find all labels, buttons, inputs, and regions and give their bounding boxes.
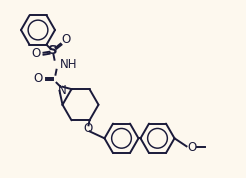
Text: O: O [32, 47, 41, 60]
Text: O: O [188, 141, 197, 154]
Text: N: N [58, 84, 67, 97]
Text: NH: NH [60, 58, 77, 71]
Text: S: S [48, 44, 57, 57]
Text: O: O [34, 72, 43, 85]
Text: O: O [83, 122, 92, 135]
Text: O: O [62, 33, 71, 46]
